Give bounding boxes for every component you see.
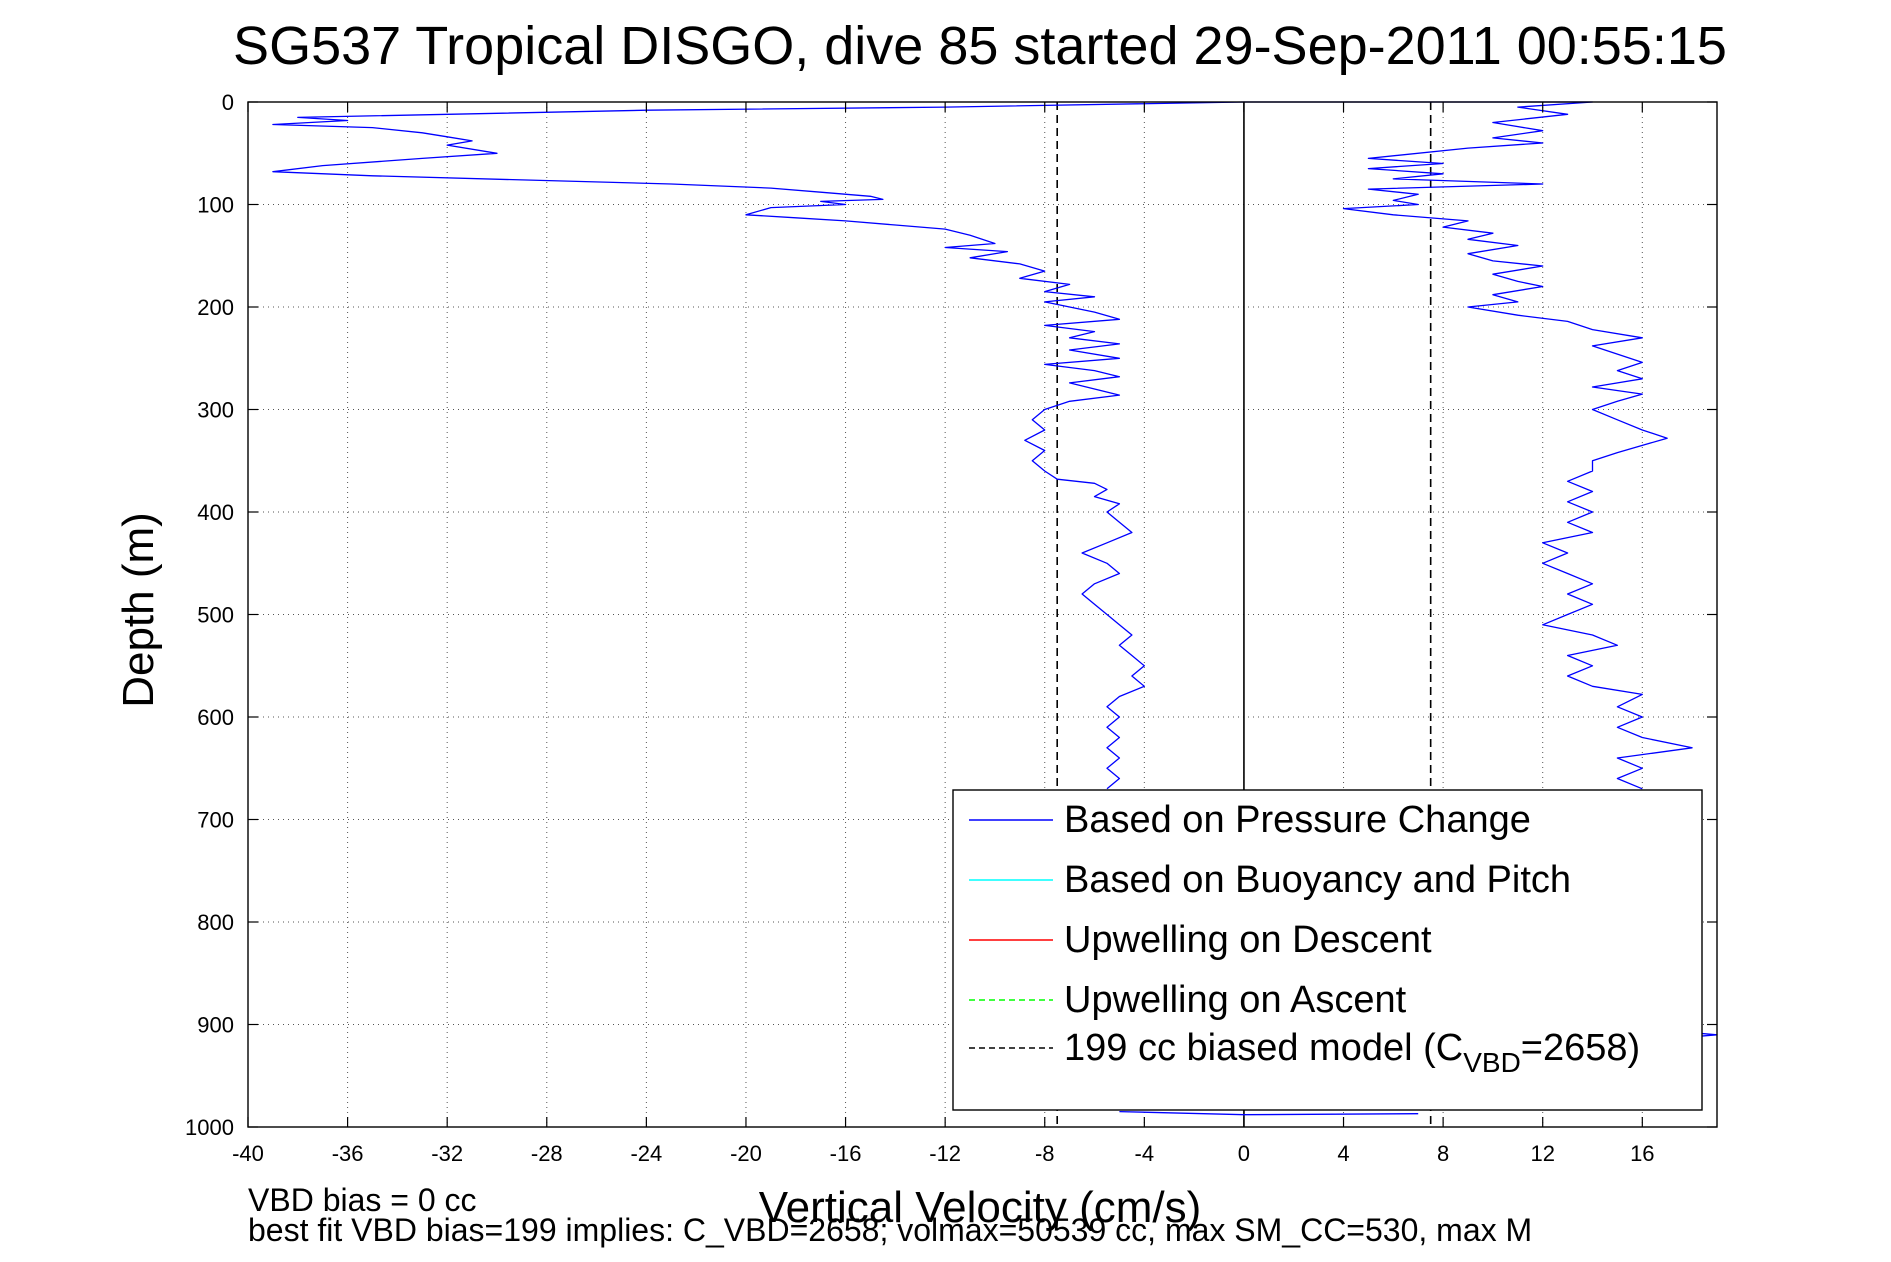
legend: Based on Pressure Change Based on Buoyanc… bbox=[952, 789, 1703, 1111]
legend-box bbox=[952, 789, 1703, 1111]
y-tick-label: 400 bbox=[197, 500, 234, 525]
y-tick-label: 900 bbox=[197, 1013, 234, 1038]
legend-label: Upwelling on Ascent bbox=[1064, 979, 1407, 1021]
legend-label: Based on Buoyancy and Pitch bbox=[1064, 859, 1571, 901]
x-tick-label: -4 bbox=[1135, 1141, 1155, 1166]
x-tick-label: 8 bbox=[1437, 1141, 1449, 1166]
x-tick-label: -8 bbox=[1035, 1141, 1055, 1166]
x-tick-label: -20 bbox=[730, 1141, 762, 1166]
x-tick-label: 16 bbox=[1630, 1141, 1654, 1166]
y-tick-label: 100 bbox=[197, 193, 234, 218]
tick-labels: -40 -36 -32 -28 -24 -20 -16 -12 -8 -4 0 4 8 12 1601002… bbox=[185, 90, 1655, 1166]
legend-label-tail: =2658) bbox=[1521, 1027, 1640, 1069]
x-tick-label: 12 bbox=[1530, 1141, 1554, 1166]
y-tick-label: 1000 bbox=[185, 1115, 234, 1140]
x-tick-label: -32 bbox=[431, 1141, 463, 1166]
series-line-descent bbox=[272, 101, 1244, 790]
series-line-ascent bbox=[1243, 101, 1693, 790]
y-tick-label: 500 bbox=[197, 603, 234, 628]
plot-frame bbox=[247, 101, 1718, 1128]
axes bbox=[247, 101, 1718, 1128]
x-tick-label: -24 bbox=[630, 1141, 662, 1166]
legend-label: Upwelling on Descent bbox=[1064, 919, 1432, 961]
legend-label-main: 199 cc biased model (C bbox=[1064, 1027, 1463, 1069]
legend-label: 199 cc biased model (CVBD=2658) bbox=[1064, 1027, 1640, 1078]
chart-title: SG537 Tropical DISGO, dive 85 started 29… bbox=[233, 16, 1727, 76]
y-tick-label: 200 bbox=[197, 295, 234, 320]
footer-vbd-bias: VBD bias = 0 cc bbox=[248, 1182, 477, 1218]
legend-label: Based on Pressure Change bbox=[1064, 799, 1531, 841]
x-tick-label: -40 bbox=[232, 1141, 264, 1166]
x-tick-label: -12 bbox=[929, 1141, 961, 1166]
legend-label-subscript: VBD bbox=[1463, 1047, 1521, 1078]
y-tick-label: 600 bbox=[197, 705, 234, 730]
x-axis-label: Vertical Velocity (cm/s) bbox=[759, 1183, 1202, 1232]
x-tick-label: 4 bbox=[1337, 1141, 1349, 1166]
footer-best-fit: best fit VBD bias=199 implies: C_VBD=265… bbox=[248, 1212, 1533, 1248]
y-axis-label: Depth (m) bbox=[114, 512, 163, 708]
y-tick-label: 800 bbox=[197, 910, 234, 935]
x-tick-label: -16 bbox=[830, 1141, 862, 1166]
series-line-bottom-turn bbox=[1119, 1110, 1419, 1116]
y-tick-label: 300 bbox=[197, 398, 234, 423]
x-tick-label: -28 bbox=[531, 1141, 563, 1166]
x-tick-label: -36 bbox=[332, 1141, 364, 1166]
y-tick-label: 0 bbox=[222, 90, 234, 115]
x-tick-label: 0 bbox=[1238, 1141, 1250, 1166]
y-tick-label: 700 bbox=[197, 808, 234, 833]
